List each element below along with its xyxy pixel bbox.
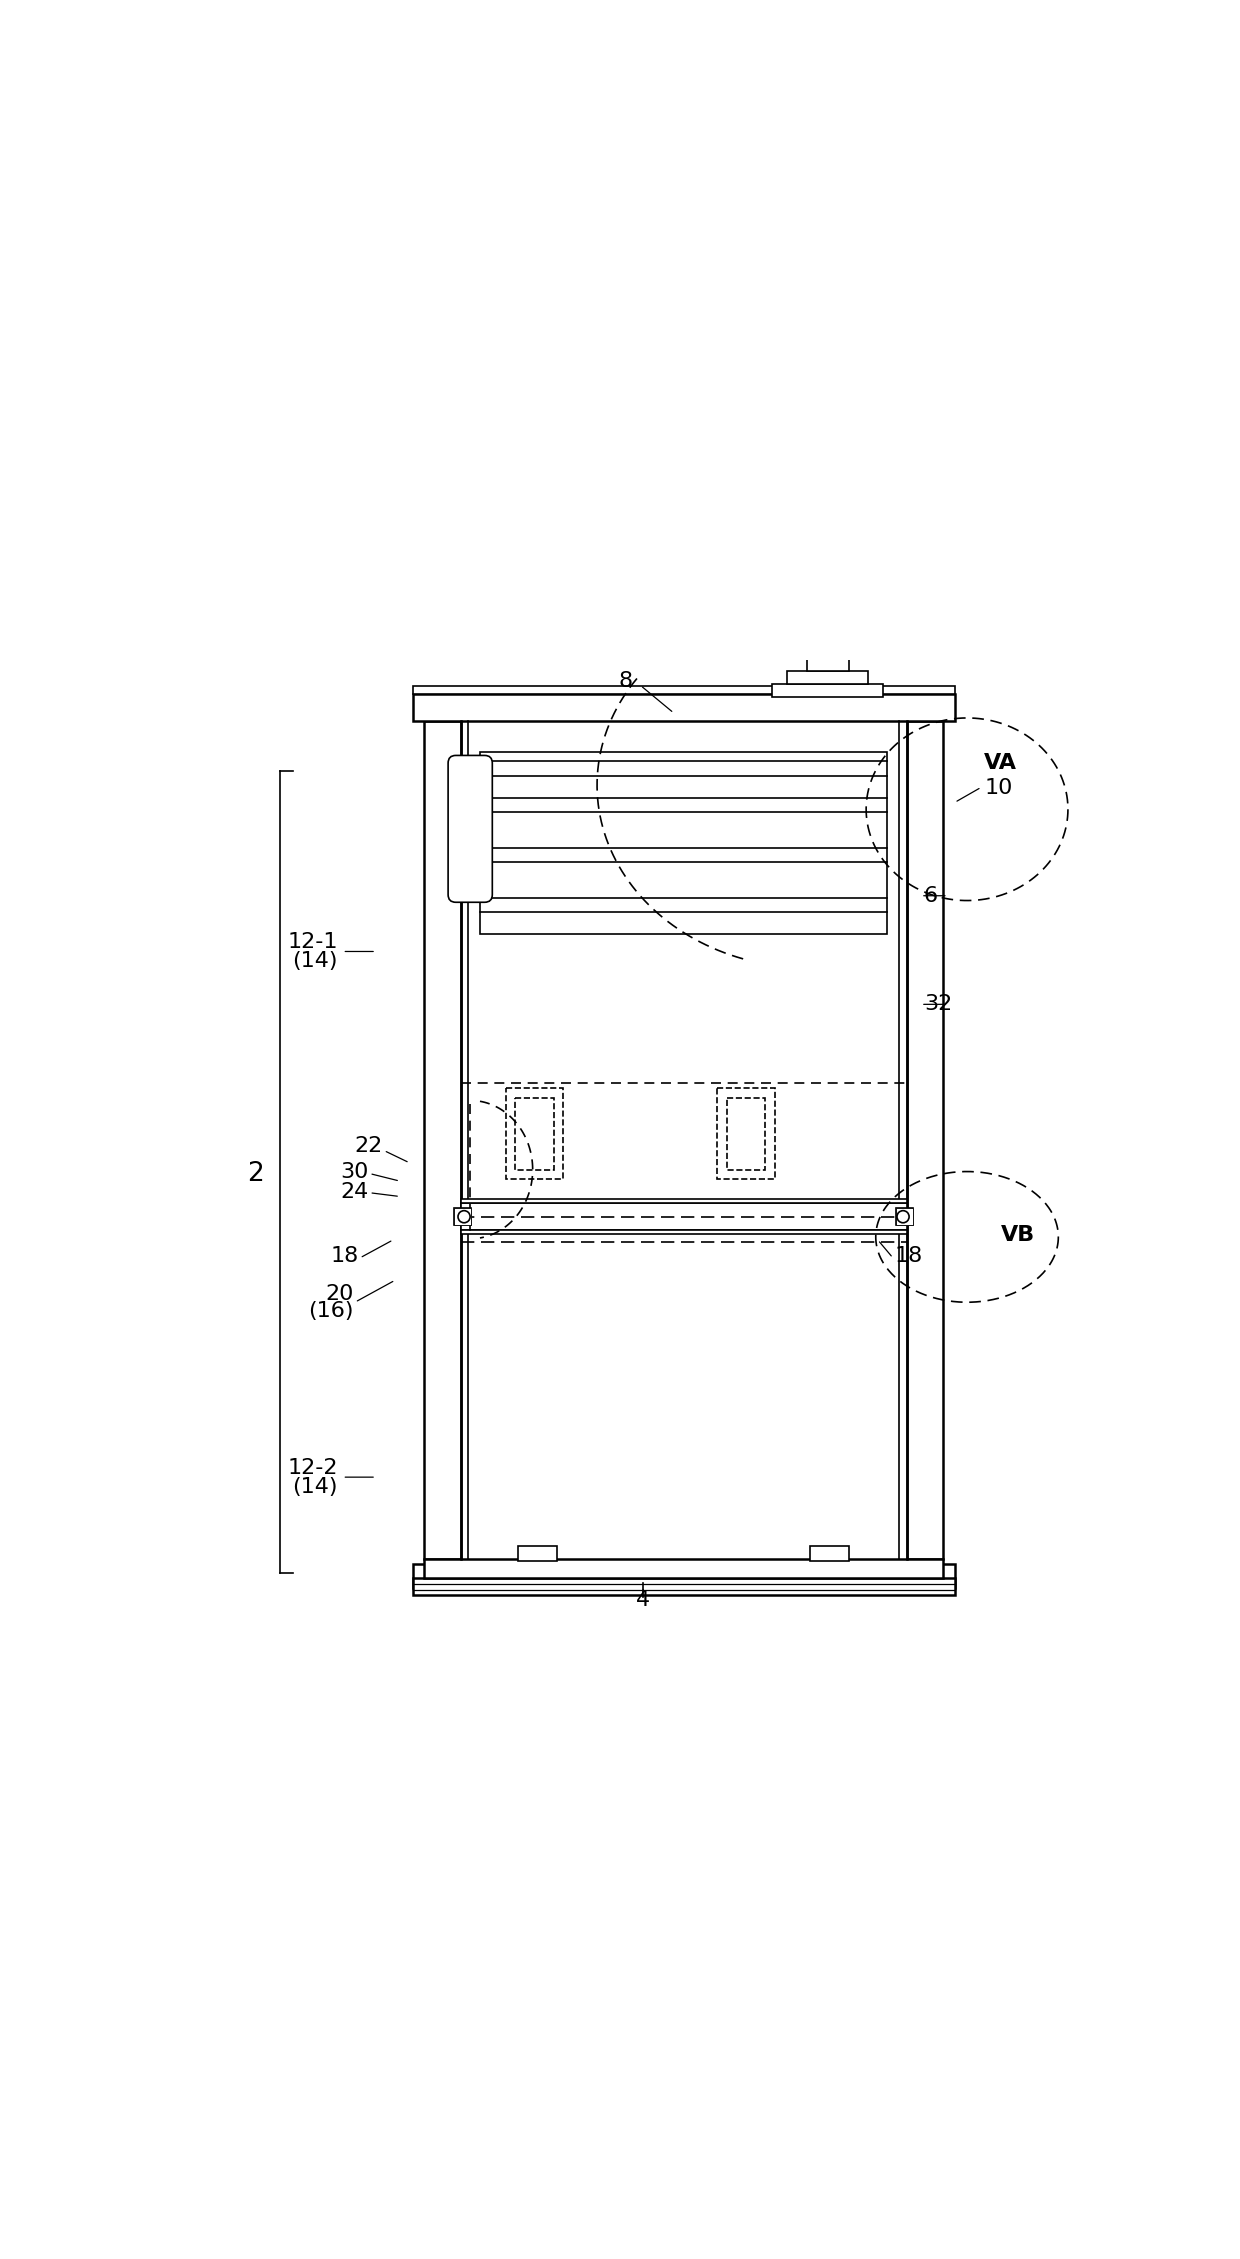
Bar <box>897 1209 914 1224</box>
Circle shape <box>897 1211 909 1222</box>
FancyBboxPatch shape <box>448 755 492 901</box>
Bar <box>413 694 955 721</box>
Bar <box>454 1209 471 1224</box>
Text: 6: 6 <box>924 886 937 906</box>
Bar <box>787 671 868 684</box>
Bar <box>518 1547 557 1561</box>
Bar <box>506 1089 563 1179</box>
Text: (14): (14) <box>293 951 337 971</box>
Text: VB: VB <box>1001 1224 1035 1245</box>
Text: 10: 10 <box>985 777 1013 797</box>
Bar <box>424 721 460 1559</box>
Text: VA: VA <box>985 752 1017 773</box>
Bar <box>773 684 883 696</box>
Bar <box>480 752 888 935</box>
Bar <box>727 1098 765 1170</box>
Bar <box>413 1563 955 1588</box>
Bar <box>413 687 955 694</box>
Text: 18: 18 <box>895 1247 924 1265</box>
Bar <box>906 721 942 1559</box>
Bar <box>806 639 849 671</box>
Text: 20: 20 <box>326 1283 353 1303</box>
Bar <box>773 684 883 696</box>
Circle shape <box>458 1211 470 1222</box>
Text: (14): (14) <box>293 1477 337 1498</box>
Bar <box>897 1209 914 1224</box>
Bar <box>906 721 942 1559</box>
Bar <box>454 1209 471 1224</box>
Bar <box>424 1559 942 1579</box>
Text: (16): (16) <box>309 1301 353 1322</box>
Text: 2: 2 <box>248 1161 264 1188</box>
Bar <box>787 671 868 684</box>
Bar <box>424 1559 942 1579</box>
Text: 30: 30 <box>340 1161 368 1181</box>
Text: 4: 4 <box>636 1590 650 1611</box>
Text: 18: 18 <box>331 1247 358 1265</box>
Bar <box>516 1098 554 1170</box>
Bar <box>717 1089 775 1179</box>
Bar <box>460 1204 906 1231</box>
Text: 12-2: 12-2 <box>288 1457 337 1477</box>
Bar <box>897 1209 914 1224</box>
Text: 8: 8 <box>619 671 632 691</box>
Text: 12-1: 12-1 <box>288 933 337 951</box>
Bar <box>413 694 955 721</box>
Bar <box>413 1579 955 1595</box>
Bar <box>454 1209 471 1224</box>
Text: 22: 22 <box>355 1136 383 1157</box>
Bar <box>811 1547 849 1561</box>
Text: 24: 24 <box>340 1181 368 1202</box>
Text: 32: 32 <box>924 994 952 1014</box>
Bar <box>460 1200 906 1204</box>
Bar <box>460 1231 906 1233</box>
Bar <box>460 1204 906 1231</box>
Bar <box>791 599 864 639</box>
Bar <box>424 721 460 1559</box>
